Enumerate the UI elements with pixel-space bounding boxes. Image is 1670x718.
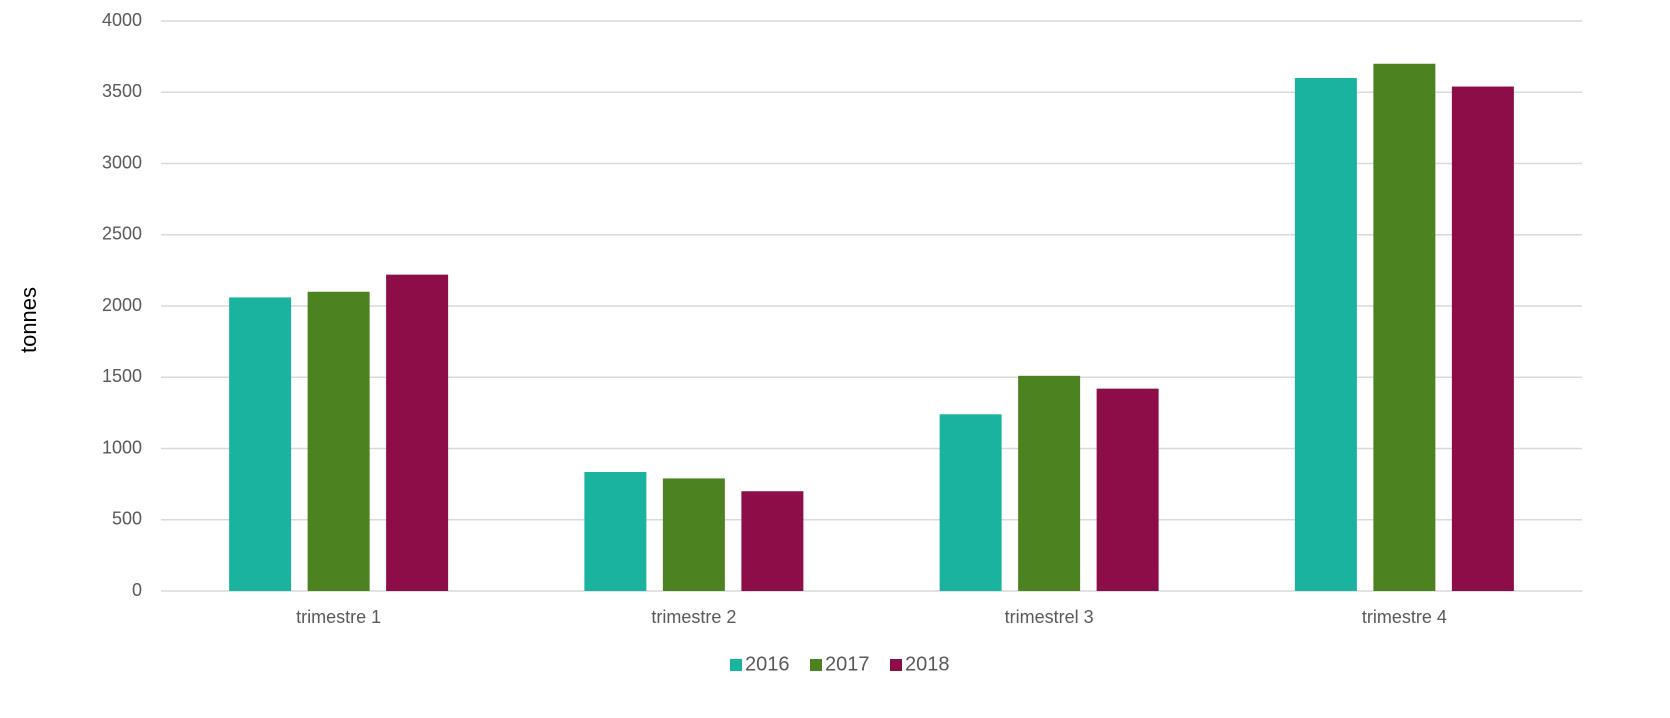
y-tick-label: 3000 [102,152,142,172]
bar [662,478,725,591]
bar [1294,78,1357,591]
bar [229,297,292,591]
y-tick-label: 0 [132,580,142,600]
y-tick-label: 4000 [102,10,142,30]
x-tick-label: trimestre 1 [296,607,381,627]
bar [1096,388,1159,591]
y-tick-label: 500 [112,509,142,529]
y-tick-label: 1500 [102,366,142,386]
y-tick-label: 2000 [102,295,142,315]
legend-label: 2018 [905,653,950,675]
bar [584,472,647,591]
bar [741,491,804,591]
bar [1373,63,1436,591]
legend-swatch [730,659,742,671]
y-tick-label: 3500 [102,81,142,101]
x-tick-label: trimestrel 3 [1005,607,1094,627]
x-tick-label: trimestre 4 [1362,607,1447,627]
y-tick-label: 2500 [102,224,142,244]
bar [307,291,370,591]
bar [1018,375,1081,591]
bar [1451,86,1514,592]
bar [386,274,449,591]
x-tick-label: trimestre 2 [651,607,736,627]
y-axis-label: tonnes [16,287,41,353]
legend-swatch [810,659,822,671]
legend-swatch [890,659,902,671]
legend-label: 2017 [825,653,870,675]
y-tick-label: 1000 [102,437,142,457]
bar [939,414,1002,591]
legend-label: 2016 [745,653,790,675]
